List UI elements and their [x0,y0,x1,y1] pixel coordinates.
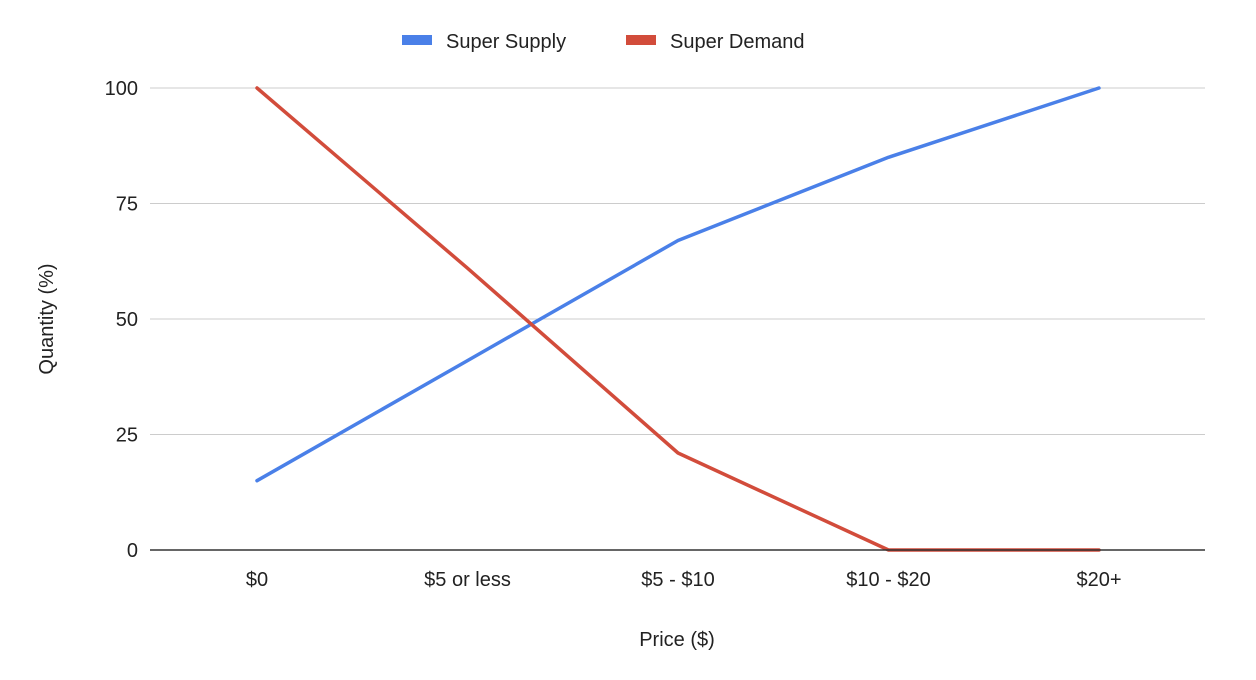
legend-swatch-super-supply [402,35,432,45]
x-axis-title: Price ($) [639,629,715,651]
y-tick-label: 0 [127,540,138,562]
series-line-super-supply [255,86,1101,483]
y-axis-ticks: 0 25 50 75 100 [105,78,138,562]
x-tick-label: $20+ [1076,569,1121,591]
x-tick-label: $5 or less [424,569,511,591]
legend-label-super-supply: Super Supply [446,31,566,53]
y-axis-title: Quantity (%) [36,263,58,374]
legend-swatch-super-demand [626,35,656,45]
x-axis-ticks: $0 $5 or less $5 - $10 $10 - $20 $20+ [246,569,1122,591]
y-tick-label: 50 [116,309,138,331]
x-tick-label: $10 - $20 [846,569,931,591]
y-tick-label: 25 [116,425,138,447]
gridlines [150,87,1205,435]
x-tick-label: $0 [246,569,268,591]
y-tick-label: 100 [105,78,138,100]
legend: Super Supply Super Demand [402,31,805,53]
x-tick-label: $5 - $10 [641,569,714,591]
y-tick-label: 75 [116,194,138,216]
legend-label-super-demand: Super Demand [670,31,805,53]
